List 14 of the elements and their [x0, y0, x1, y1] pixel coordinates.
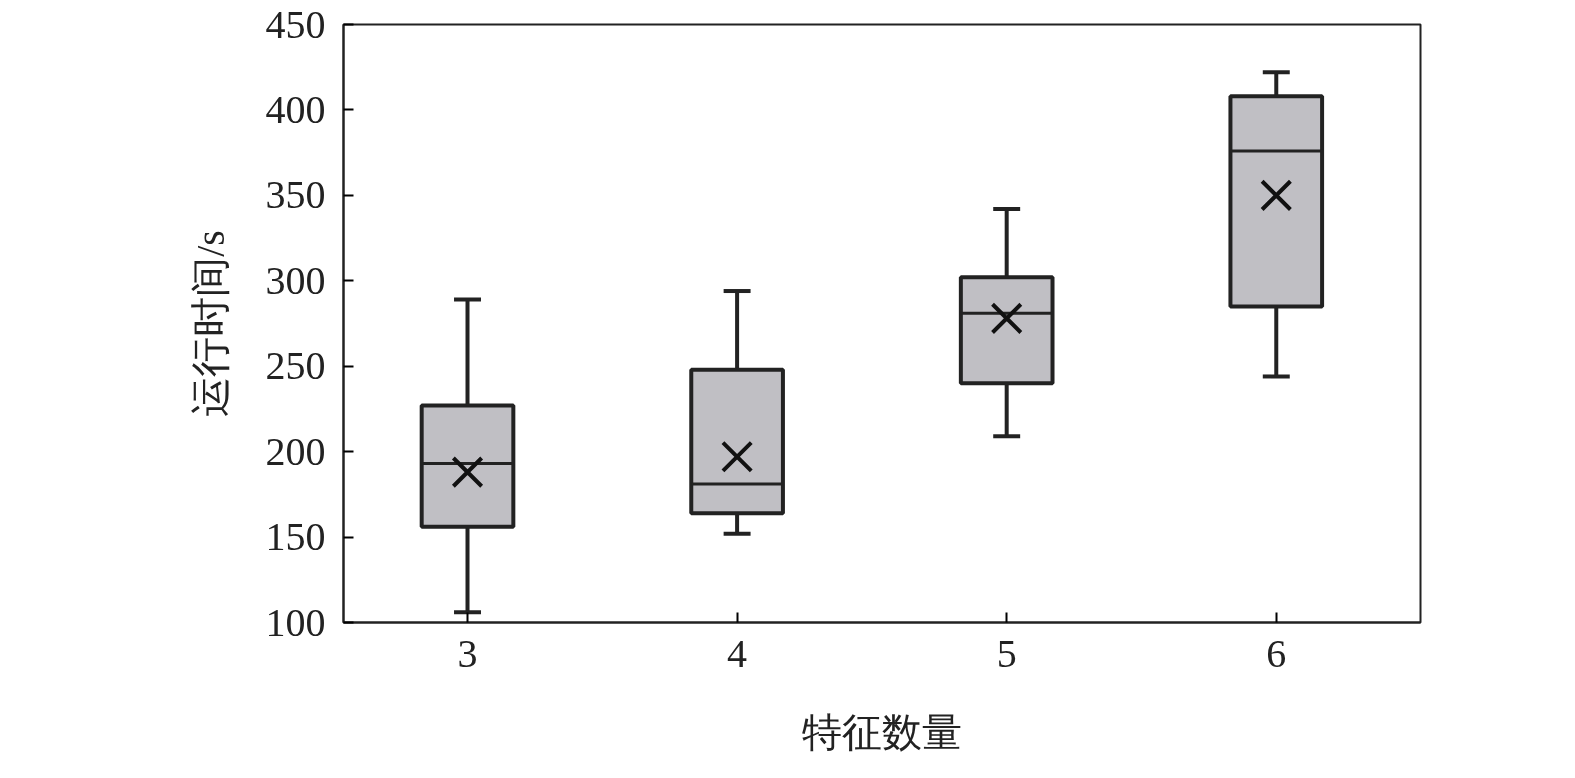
y-tick-label: 300 [265, 257, 326, 303]
x-axis-title: 特征数量 [802, 709, 962, 755]
x-tick-label: 6 [1266, 630, 1287, 676]
x-tick-label: 3 [457, 630, 478, 676]
y-tick-label: 350 [265, 172, 326, 218]
y-tick-label: 450 [265, 1, 326, 47]
x-tick-label: 5 [996, 630, 1017, 676]
y-tick-label: 100 [265, 599, 326, 645]
y-tick-label: 400 [265, 86, 326, 132]
y-tick-label: 150 [265, 514, 326, 560]
y-axis-title: 运行时间/s [187, 230, 233, 417]
y-tick-label: 250 [265, 343, 326, 389]
y-tick-label: 200 [265, 428, 326, 474]
x-tick-label: 4 [727, 630, 748, 676]
